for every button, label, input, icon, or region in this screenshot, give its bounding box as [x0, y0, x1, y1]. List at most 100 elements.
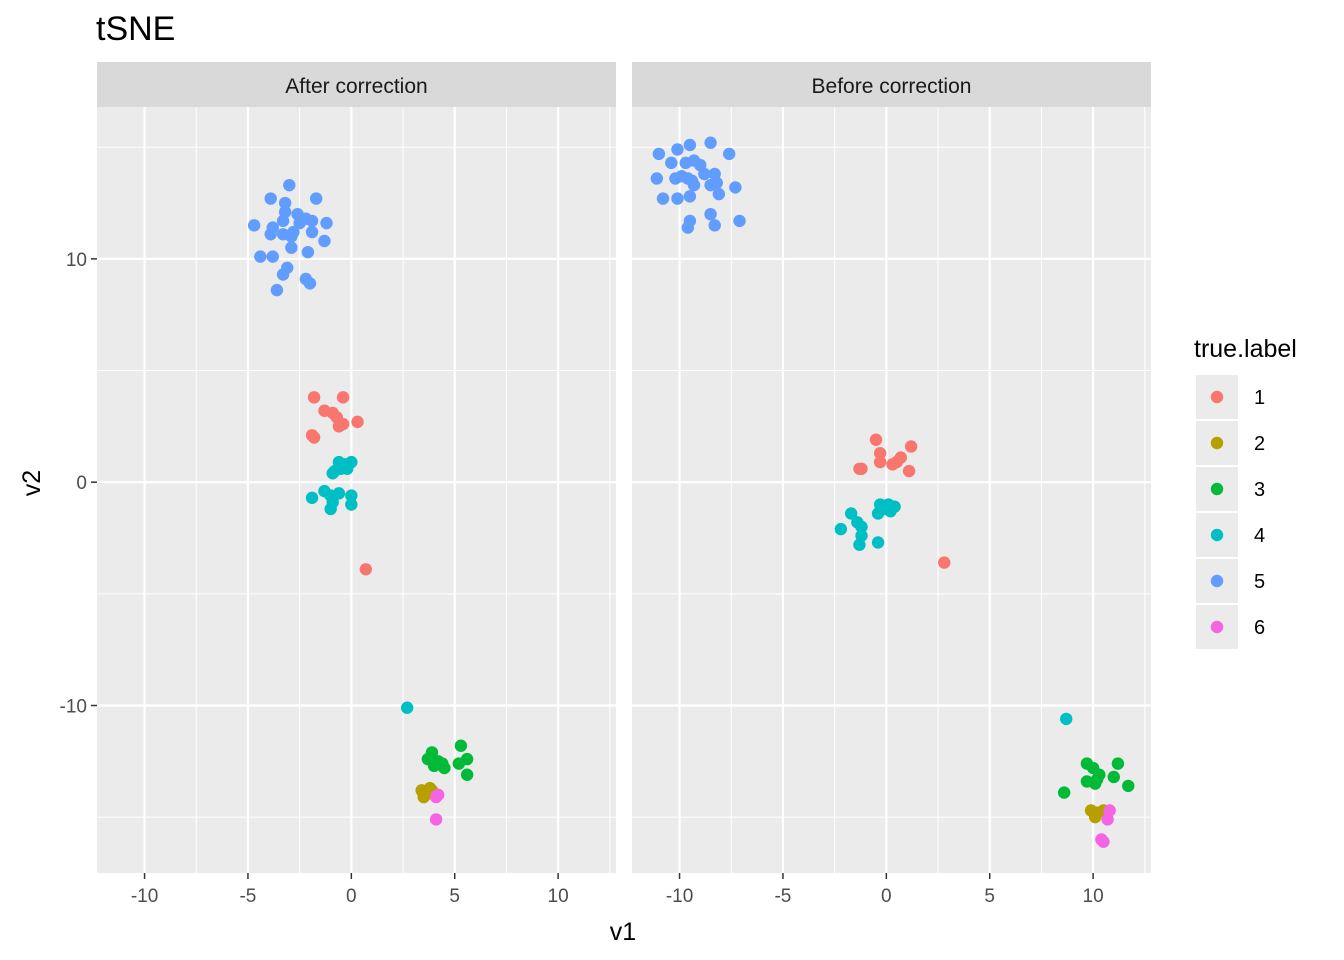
data-point	[264, 228, 277, 241]
data-point	[902, 464, 916, 478]
data-point	[427, 759, 441, 773]
legend-label: 5	[1254, 571, 1265, 593]
legend-item: 6	[1196, 605, 1265, 649]
legend-item: 1	[1196, 375, 1265, 419]
legend-keys: 1 2 3 4 5 6	[1196, 375, 1265, 649]
data-point	[340, 462, 354, 475]
series-5	[247, 178, 333, 297]
panel-background	[632, 107, 1151, 873]
data-point	[303, 277, 317, 290]
data-point	[671, 143, 684, 156]
data-point	[431, 788, 445, 802]
data-point	[683, 138, 697, 152]
data-point	[438, 761, 451, 775]
legend-item: 5	[1196, 559, 1265, 603]
legend-swatch	[1210, 574, 1224, 588]
data-point	[844, 507, 858, 520]
data-point	[1101, 813, 1114, 826]
data-point	[698, 167, 711, 181]
data-point	[853, 538, 866, 551]
data-point	[869, 433, 883, 446]
series-4	[834, 498, 1073, 726]
data-point	[904, 440, 918, 453]
data-point	[419, 788, 432, 802]
data-point	[305, 214, 319, 228]
x-tick-label: -5	[239, 886, 256, 907]
legend-label: 2	[1254, 433, 1265, 455]
legend-swatch	[1210, 528, 1224, 542]
legend-label: 1	[1254, 387, 1265, 409]
y-tick-label: 10	[66, 250, 87, 271]
legend-label: 6	[1254, 617, 1265, 639]
legend: true.label 1 2 3 4 5 6	[1194, 335, 1297, 649]
data-point	[1122, 779, 1135, 793]
data-point	[320, 216, 333, 230]
data-point	[336, 391, 350, 404]
data-point	[652, 147, 666, 161]
x-tick-label: 0	[881, 886, 892, 907]
data-point	[254, 250, 267, 263]
series-2	[1084, 804, 1110, 824]
data-point	[886, 458, 899, 471]
data-point	[305, 491, 319, 505]
x-axis: -10 -5 0 5 10	[666, 873, 1104, 907]
data-point	[264, 192, 277, 205]
data-point	[400, 701, 414, 714]
data-point	[301, 245, 315, 259]
legend-swatch	[1210, 620, 1224, 634]
y-axis: -10 0 10	[60, 250, 97, 718]
y-tick-label: -10	[60, 697, 87, 718]
data-point	[307, 431, 321, 444]
data-point	[1057, 786, 1071, 799]
data-point	[871, 507, 885, 520]
data-point	[873, 446, 887, 460]
x-tick-label: 5	[984, 886, 995, 907]
data-point	[884, 505, 897, 518]
series-3	[1057, 757, 1135, 799]
data-point	[345, 489, 358, 502]
data-point	[704, 178, 717, 192]
chart-title: tSNE	[96, 10, 175, 48]
data-point	[324, 502, 337, 516]
x-tick-label: 10	[548, 886, 569, 907]
data-point	[429, 813, 443, 826]
legend-swatch	[1210, 482, 1224, 496]
data-point	[733, 214, 746, 228]
data-point	[359, 563, 373, 576]
data-point	[278, 196, 292, 210]
data-point	[1088, 777, 1102, 790]
data-point	[687, 178, 701, 192]
legend-item: 2	[1196, 421, 1265, 465]
data-point	[318, 234, 331, 248]
data-point	[729, 181, 742, 194]
legend-item: 3	[1196, 467, 1265, 511]
legend-swatch	[1210, 436, 1224, 450]
data-point	[1097, 835, 1110, 848]
series-6	[1095, 804, 1116, 848]
x-axis-title: v1	[610, 918, 636, 946]
data-point	[669, 172, 682, 185]
data-point	[276, 214, 290, 228]
data-point	[704, 207, 717, 221]
data-point	[708, 219, 721, 232]
data-point	[1060, 712, 1073, 726]
data-point	[704, 136, 717, 149]
series-3	[421, 739, 474, 781]
data-point	[285, 230, 298, 243]
data-point	[665, 156, 678, 170]
data-point	[1088, 810, 1102, 824]
x-tick-label: -10	[666, 886, 693, 907]
data-point	[283, 178, 296, 192]
facet-panel: Before correction -10 -5 0 5 10	[632, 62, 1151, 907]
data-point	[276, 268, 290, 281]
x-axis: -10 -5 0 5 10	[131, 873, 569, 907]
data-point	[1111, 757, 1125, 770]
x-tick-label: -5	[774, 886, 791, 907]
data-point	[671, 192, 684, 205]
data-point	[712, 187, 726, 201]
x-tick-label: 5	[449, 886, 460, 907]
series-6	[429, 788, 445, 826]
data-point	[873, 455, 887, 469]
series-1	[853, 433, 951, 569]
